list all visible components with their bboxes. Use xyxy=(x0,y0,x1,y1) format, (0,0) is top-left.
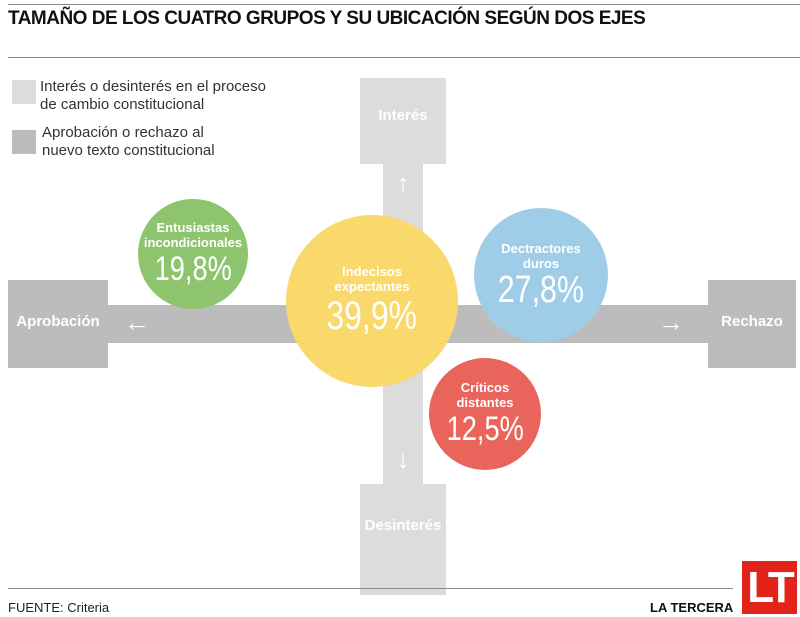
legend-text: de cambio constitucional xyxy=(40,96,205,113)
disinterest-box xyxy=(360,484,446,595)
interest-label: Interés xyxy=(378,107,428,124)
approval-label: Aprobación xyxy=(16,313,100,330)
legend-item-interest: Interés o desinterés en el proceso de cam… xyxy=(40,78,266,114)
group-name: Dectractores xyxy=(501,241,581,256)
arrow-right-icon: → xyxy=(658,307,684,337)
la-tercera-logo: LT xyxy=(742,561,797,614)
source: FUENTE: Criteria xyxy=(8,600,110,615)
group-value: 19,8% xyxy=(154,250,232,288)
group-name: Indecisos xyxy=(342,264,402,279)
group-name: distantes xyxy=(456,395,514,410)
rejection-label: Rechazo xyxy=(721,313,783,330)
top-rule xyxy=(8,4,800,5)
group-criticos: Críticos distantes 12,5% xyxy=(429,358,541,470)
arrow-down-icon: ↓ xyxy=(396,444,410,474)
group-name: duros xyxy=(522,256,560,271)
group-name: Críticos xyxy=(460,380,510,395)
arrow-left-icon: ← xyxy=(124,307,150,337)
legend-swatch-interest xyxy=(12,80,36,104)
group-indecisos: Indecisos expectantes 39,9% xyxy=(286,215,458,387)
group-entusiastas: Entusiastas incondicionales 19,8% xyxy=(138,199,248,309)
group-name: incondicionales xyxy=(143,235,243,250)
disinterest-label: Desinterés xyxy=(364,517,442,534)
legend-item-approval: Aprobación o rechazo al nuevo texto const… xyxy=(42,124,215,160)
brand-name: LA TERCERA xyxy=(650,600,734,615)
legend-text: Interés o desinterés en el proceso xyxy=(40,78,266,95)
group-value: 39,9% xyxy=(326,294,418,338)
title: TAMAÑO DE LOS CUATRO GRUPOS Y SU UBICACI… xyxy=(8,8,646,29)
group-value: 12,5% xyxy=(446,410,524,448)
approval-box xyxy=(8,280,108,368)
legend-swatch-approval xyxy=(12,130,36,154)
legend-text: nuevo texto constitucional xyxy=(42,142,215,159)
group-name: Entusiastas xyxy=(156,220,230,235)
rejection-box xyxy=(708,280,796,368)
group-value: 27,8% xyxy=(497,269,585,311)
footer-rule xyxy=(8,588,733,589)
group-name: expectantes xyxy=(334,279,410,294)
group-dectractores: Dectractores duros 27,8% xyxy=(474,208,608,342)
legend-text: Aprobación o rechazo al xyxy=(42,124,204,141)
arrow-up-icon: ↑ xyxy=(396,168,410,198)
interest-box xyxy=(360,78,446,164)
title-rule xyxy=(8,57,800,58)
